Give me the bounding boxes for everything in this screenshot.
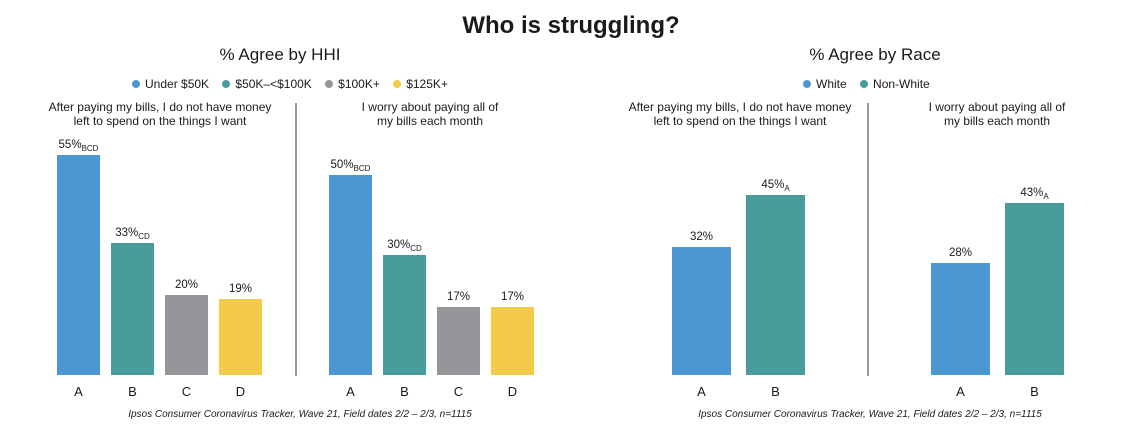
legend-item: $50K–<$100K	[222, 77, 312, 91]
bar-value-label: 28%	[949, 247, 972, 259]
category-label: A	[346, 384, 355, 399]
main-title: Who is struggling?	[462, 12, 680, 39]
bar	[383, 255, 426, 375]
legend-label: White	[816, 77, 847, 91]
bar-value-label: 20%	[175, 279, 198, 291]
bar	[219, 299, 262, 375]
legend-item: $125K+	[393, 77, 448, 91]
section-title-race: % Agree by Race	[809, 45, 941, 64]
bar-value-label: 33%CD	[115, 227, 150, 241]
panel-title-line: my bills each month	[377, 114, 483, 128]
category-label: B	[1030, 384, 1039, 399]
bar-value: 43%	[1020, 187, 1043, 199]
panel-title-line: left to spend on the things I want	[654, 114, 827, 128]
category-label: C	[454, 384, 463, 399]
bar	[746, 195, 805, 375]
significance-letters: A	[1043, 192, 1049, 201]
legend-item: Non-White	[860, 77, 930, 91]
bar-value-label: 17%	[447, 291, 470, 303]
legend-dot	[325, 80, 334, 88]
bar	[329, 175, 372, 375]
category-label: B	[128, 384, 137, 399]
significance-letters: CD	[138, 232, 150, 241]
significance-letters: A	[784, 184, 790, 193]
bar-value: 33%	[115, 227, 138, 239]
source-note-race: Ipsos Consumer Coronavirus Tracker, Wave…	[698, 409, 1042, 420]
bar-value: 17%	[447, 291, 470, 303]
category-label: A	[956, 384, 965, 399]
bar	[931, 263, 990, 375]
legend-label: $100K+	[338, 77, 380, 91]
bar-value: 17%	[501, 291, 524, 303]
bar-value: 45%	[761, 179, 784, 191]
bar	[165, 295, 208, 375]
bar-value: 55%	[59, 139, 82, 151]
legend-label: Non-White	[873, 77, 930, 91]
legend-dot	[803, 80, 811, 88]
bar	[491, 307, 534, 375]
category-label: A	[74, 384, 83, 399]
panel-title-line: I worry about paying all of	[362, 100, 499, 114]
significance-letters: BCD	[82, 144, 99, 153]
category-label: A	[697, 384, 706, 399]
panel-title-line: my bills each month	[944, 114, 1050, 128]
bar-value-label: 50%BCD	[331, 159, 371, 173]
legend-hhi: Under $50K $50K–<$100K $100K+ $125K+	[132, 77, 458, 91]
panel-title-line: After paying my bills, I do not have mon…	[629, 100, 852, 114]
significance-letters: BCD	[354, 164, 371, 173]
bar-value-label: 19%	[229, 283, 252, 295]
bar-value-label: 17%	[501, 291, 524, 303]
significance-letters: CD	[410, 244, 422, 253]
legend-dot	[132, 80, 140, 88]
category-label: D	[508, 384, 517, 399]
bar-value-label: 45%A	[761, 179, 790, 193]
bar	[1005, 203, 1064, 375]
bar-value: 28%	[949, 247, 972, 259]
legend-item: Under $50K	[132, 77, 209, 91]
bar-value: 30%	[387, 239, 410, 251]
bar-value: 20%	[175, 279, 198, 291]
bar	[437, 307, 480, 375]
bar-value: 19%	[229, 283, 252, 295]
legend-dot	[222, 80, 231, 88]
bar-value-label: 55%BCD	[59, 139, 99, 153]
legend-race: White Non-White	[803, 77, 940, 91]
bar-value-label: 30%CD	[387, 239, 422, 253]
bar-value: 32%	[690, 231, 713, 243]
bar-value-label: 43%A	[1020, 187, 1049, 201]
panel-title-line: After paying my bills, I do not have mon…	[49, 100, 272, 114]
bar	[57, 155, 100, 375]
legend-label: $50K–<$100K	[235, 77, 312, 91]
section-title-hhi: % Agree by HHI	[219, 45, 341, 64]
source-note-hhi: Ipsos Consumer Coronavirus Tracker, Wave…	[128, 409, 472, 420]
legend-label: $125K+	[406, 77, 448, 91]
category-label: B	[400, 384, 409, 399]
bar	[111, 243, 154, 375]
legend-item: $100K+	[325, 77, 380, 91]
legend-dot	[860, 80, 869, 88]
bar-value: 50%	[331, 159, 354, 171]
panel-title-line: left to spend on the things I want	[74, 114, 247, 128]
bar-value-label: 32%	[690, 231, 713, 243]
panel-title-line: I worry about paying all of	[929, 100, 1066, 114]
category-label: D	[236, 384, 245, 399]
bar	[672, 247, 731, 375]
legend-item: White	[803, 77, 847, 91]
category-label: C	[182, 384, 191, 399]
legend-dot	[393, 80, 402, 88]
legend-label: Under $50K	[145, 77, 210, 91]
category-label: B	[771, 384, 780, 399]
